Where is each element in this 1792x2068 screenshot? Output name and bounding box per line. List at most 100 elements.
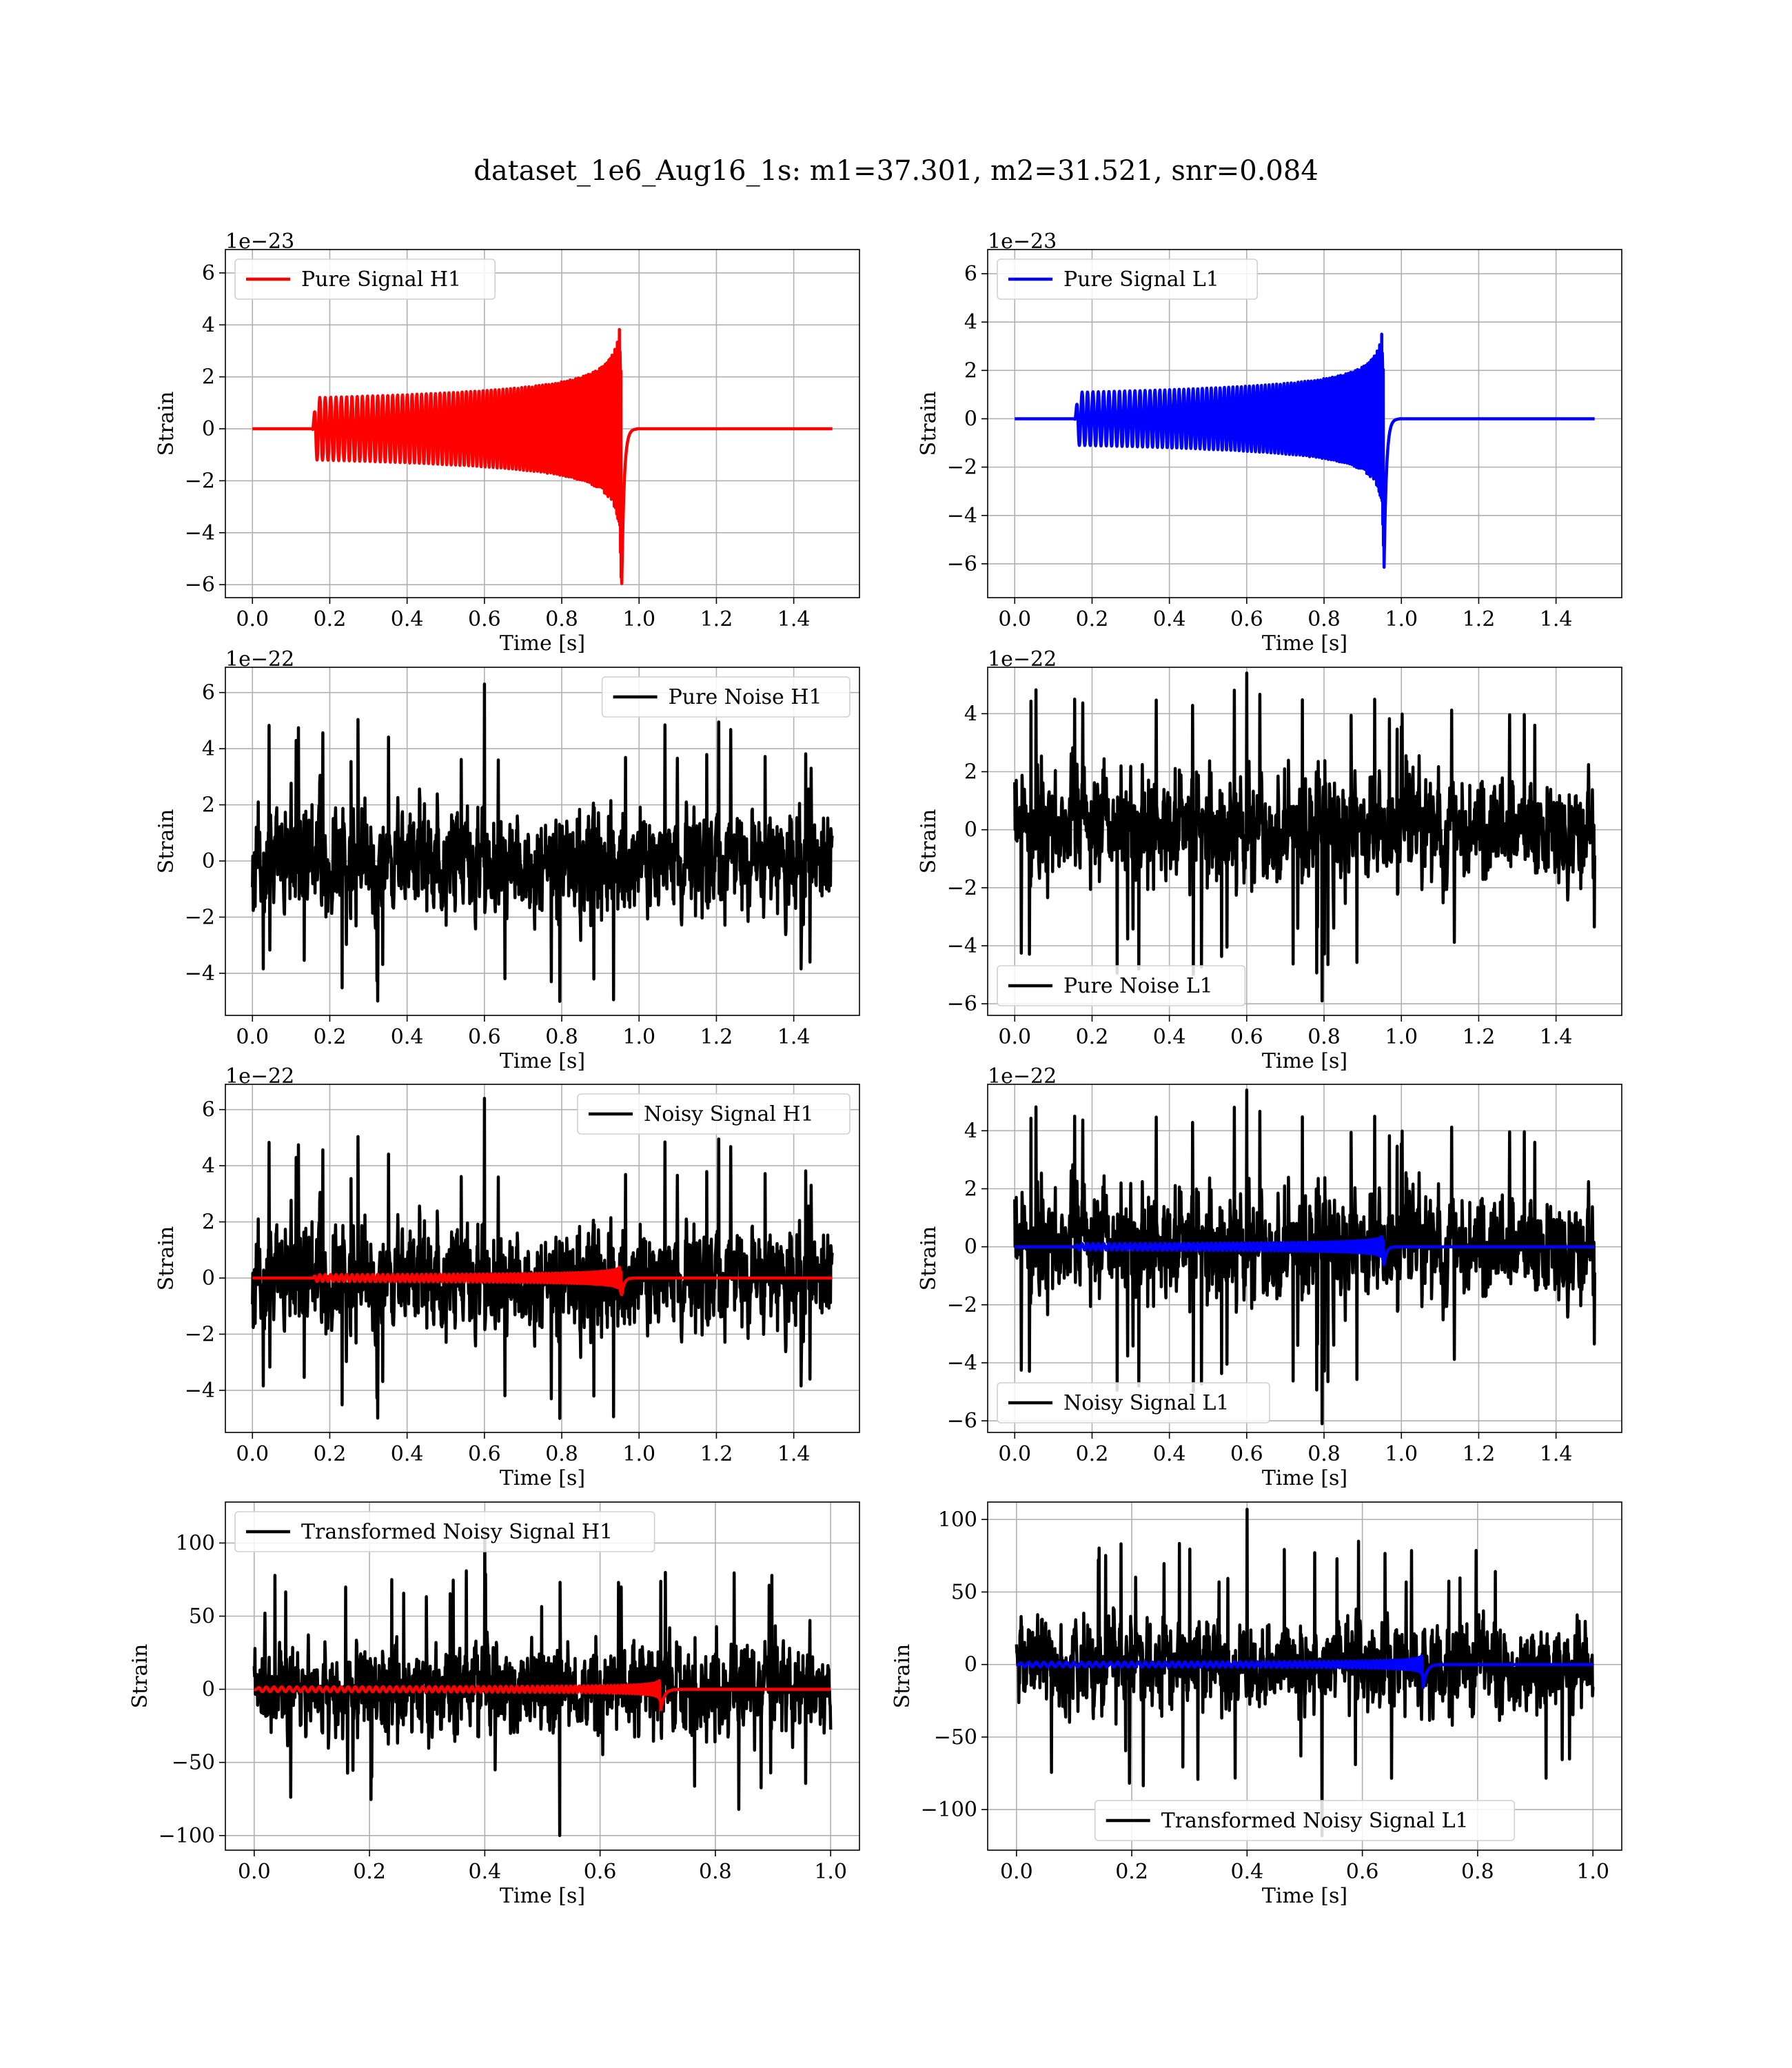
y-tick-label: 2 <box>202 793 215 818</box>
x-tick-label: 1.4 <box>777 1442 811 1466</box>
chart-panel-l1-transformed-noisy-signal: 0.0 0.2 0.4 0.6 0.8 1.0 −100 −50 0 50 100 Time [s] S… <box>890 1501 1622 1908</box>
axes-frame <box>987 1084 1622 1433</box>
y-tick-label: −2 <box>947 456 977 480</box>
y-tick-label: 2 <box>964 1177 977 1202</box>
y-tick-label: −2 <box>947 1293 977 1317</box>
legend-label: Noisy Signal L1 <box>1063 1391 1229 1415</box>
x-tick-label: 0.6 <box>1230 607 1263 631</box>
y-tick-label: 4 <box>202 737 215 761</box>
x-tick-label: 0.2 <box>314 1442 347 1466</box>
y-tick-label: 100 <box>938 1508 977 1532</box>
legend: Pure Signal H1 <box>234 258 496 300</box>
axis-offset-text: 1e−22 <box>988 1064 1057 1088</box>
y-tick-label: −50 <box>172 1751 215 1775</box>
x-tick-label: 1.2 <box>1463 1025 1496 1049</box>
x-tick-label: 0.0 <box>236 1442 269 1466</box>
x-tick-label: 1.0 <box>622 607 655 631</box>
x-tick-label: 0.4 <box>1231 1860 1264 1884</box>
axes-frame <box>987 1501 1622 1851</box>
axis-offset-text: 1e−23 <box>225 230 294 254</box>
x-axis-label: Time [s] <box>1262 1466 1347 1490</box>
x-tick-label: 0.2 <box>314 607 347 631</box>
x-tick-label: 0.4 <box>469 1860 502 1884</box>
x-tick-label: 0.4 <box>1153 607 1186 631</box>
y-tick-label: −4 <box>185 962 215 986</box>
x-tick-label: 1.2 <box>700 1442 733 1466</box>
chart-panel-h1-pure-signal: 0.0 0.2 0.4 0.6 0.8 1.0 1.2 1.4 −6 −4 −2 0 2 4 6 Time [… <box>154 230 860 656</box>
axes-frame <box>987 667 1622 1016</box>
y-axis-label: Strain <box>154 809 179 874</box>
y-tick-label: −2 <box>947 876 977 900</box>
x-axis-label: Time [s] <box>500 1884 585 1908</box>
y-tick-label: 0 <box>202 417 215 441</box>
legend-label: Pure Noise L1 <box>1063 974 1213 998</box>
legend: Noisy Signal L1 <box>997 1382 1270 1423</box>
axis-offset-text: 1e−23 <box>988 230 1057 254</box>
plot-area <box>1013 671 1596 1003</box>
x-tick-label: 0.6 <box>468 1025 501 1049</box>
x-tick-label: 0.6 <box>584 1860 617 1884</box>
legend: Pure Noise L1 <box>997 965 1246 1006</box>
y-tick-label: 50 <box>951 1580 977 1604</box>
plot-area <box>1013 1088 1596 1426</box>
x-tick-label: 0.8 <box>545 1025 578 1049</box>
axes-frame <box>987 249 1622 598</box>
x-tick-label: 0.8 <box>699 1860 732 1884</box>
x-tick-label: 0.4 <box>391 607 424 631</box>
x-tick-label: 1.0 <box>622 1442 655 1466</box>
y-tick-label: −6 <box>947 992 977 1016</box>
y-tick-label: 6 <box>202 261 215 285</box>
x-tick-label: 1.4 <box>1540 1025 1573 1049</box>
y-tick-label: −4 <box>947 1351 977 1375</box>
series-line-0 <box>251 1097 834 1420</box>
x-tick-label: 1.0 <box>1385 1025 1418 1049</box>
plot-area <box>251 682 834 1003</box>
x-tick-label: 0.4 <box>1153 1025 1186 1049</box>
x-axis-label: Time [s] <box>1262 631 1347 656</box>
x-tick-label: 0.4 <box>391 1025 424 1049</box>
plot-area <box>251 1097 834 1420</box>
plot-area <box>252 1530 833 1838</box>
chart-panel-h1-transformed-noisy-signal: 0.0 0.2 0.4 0.6 0.8 1.0 −100 −50 0 50 100 Time [s] S… <box>128 1501 860 1908</box>
y-tick-label: −6 <box>185 573 215 597</box>
y-tick-label: 0 <box>202 849 215 873</box>
y-tick-label: −2 <box>185 469 215 493</box>
x-tick-label: 1.4 <box>777 607 811 631</box>
axes-frame <box>225 1084 860 1433</box>
y-tick-label: 0 <box>964 407 977 431</box>
axes-frame <box>225 249 860 598</box>
axis-offset-text: 1e−22 <box>988 647 1057 671</box>
legend-label: Pure Noise H1 <box>669 685 822 709</box>
y-tick-label: −4 <box>185 521 215 545</box>
y-tick-label: 0 <box>202 1678 215 1702</box>
x-tick-label: 0.8 <box>1307 1442 1341 1466</box>
x-tick-label: 1.4 <box>1540 607 1573 631</box>
legend-label: Noisy Signal H1 <box>644 1102 814 1126</box>
x-tick-label: 1.2 <box>700 607 733 631</box>
x-tick-label: 1.2 <box>1463 1442 1496 1466</box>
legend-box <box>577 1093 851 1135</box>
x-tick-label: 1.4 <box>1540 1442 1573 1466</box>
series-line-0 <box>1013 1088 1596 1426</box>
y-tick-label: 0 <box>964 1235 977 1259</box>
y-tick-label: 4 <box>964 702 977 726</box>
x-tick-label: 0.8 <box>1307 607 1341 631</box>
plot-area <box>1015 1508 1595 1838</box>
series-line-0 <box>251 327 834 585</box>
legend-box <box>997 965 1246 1006</box>
series-line-1 <box>251 1266 834 1297</box>
x-tick-label: 0.0 <box>236 1025 269 1049</box>
y-tick-label: −4 <box>185 1379 215 1403</box>
y-axis-label: Strain <box>890 1644 915 1709</box>
axes-frame <box>225 1501 860 1851</box>
legend-box <box>997 1382 1270 1423</box>
y-tick-label: 4 <box>964 310 977 334</box>
y-tick-label: −6 <box>947 1409 977 1433</box>
chart-panel-h1-pure-noise: 0.0 0.2 0.4 0.6 0.8 1.0 1.2 1.4 −4 −2 0 2 4 6 Time [s]… <box>154 647 860 1073</box>
y-axis-label: Strain <box>917 1226 941 1291</box>
y-tick-label: 6 <box>202 1098 215 1122</box>
x-tick-label: 0.2 <box>1076 1442 1109 1466</box>
y-tick-label: −4 <box>947 504 977 528</box>
x-tick-label: 1.0 <box>814 1860 847 1884</box>
x-tick-label: 1.0 <box>1385 607 1418 631</box>
